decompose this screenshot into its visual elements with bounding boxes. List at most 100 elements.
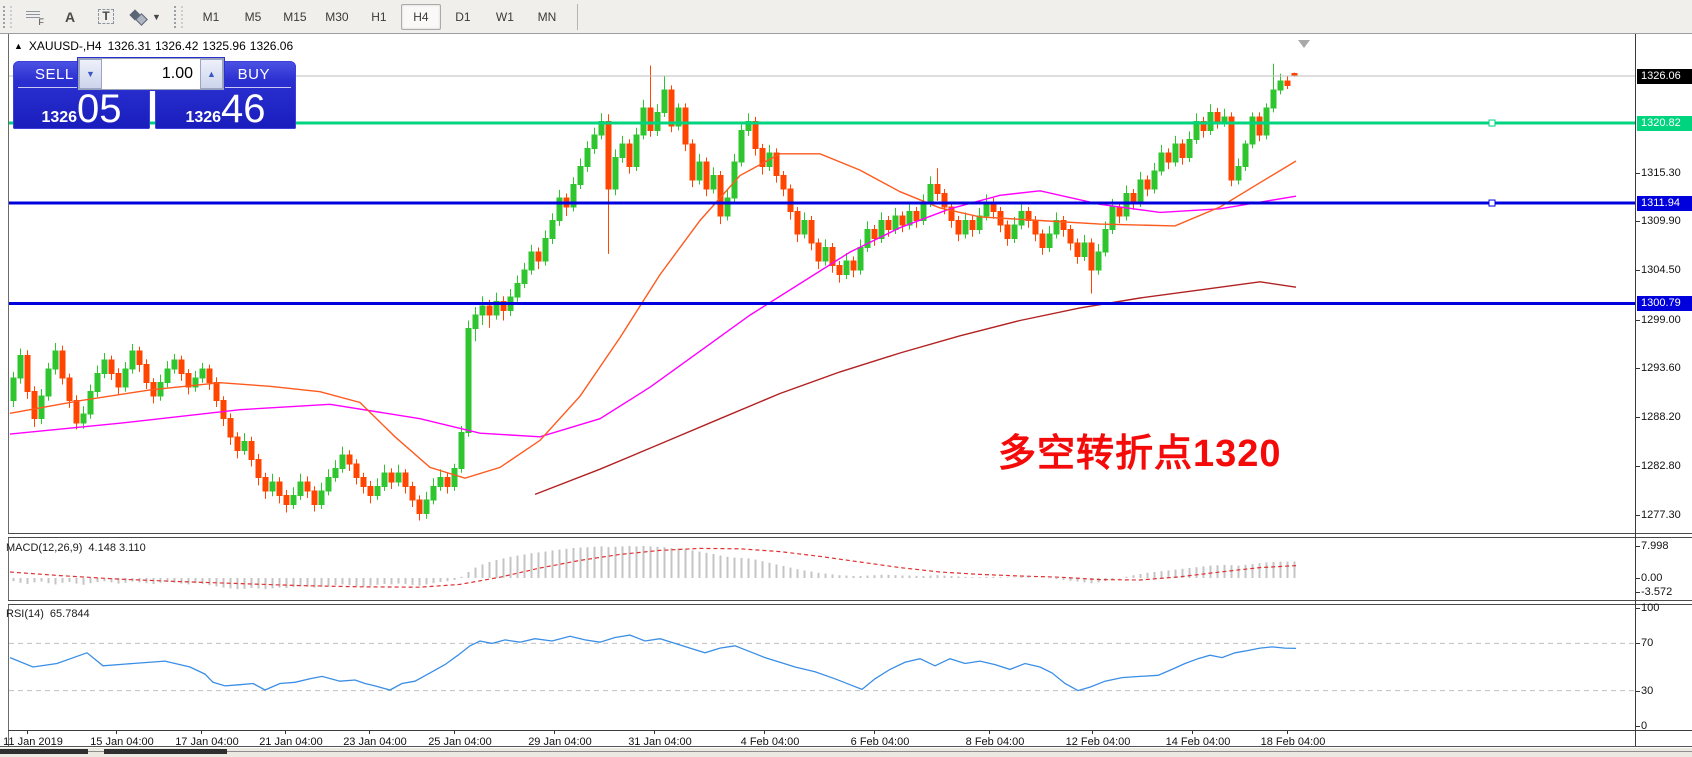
scroll-segment[interactable] <box>0 749 88 754</box>
axis-tick <box>1636 172 1640 174</box>
timeframe-button-h1[interactable]: H1 <box>371 9 387 24</box>
toolbar-separator <box>576 3 578 30</box>
rsi-axis-label: 0 <box>1641 720 1648 732</box>
text-label-icon: T <box>98 9 114 24</box>
panel-separator[interactable] <box>8 600 1692 605</box>
time-axis-tick <box>764 731 765 734</box>
toolbar-section-handle[interactable] <box>173 5 183 28</box>
axis-tick <box>1636 643 1640 645</box>
time-axis-tick <box>654 731 655 734</box>
time-axis-label: 6 Feb 04:00 <box>850 736 910 748</box>
time-axis-label: 31 Jan 04:00 <box>628 736 692 748</box>
time-axis-label: 4 Feb 04:00 <box>740 736 800 748</box>
font-tool-button[interactable]: A <box>52 4 88 30</box>
buy-price-big-figure: 1326 <box>185 109 222 126</box>
time-axis-tick <box>874 731 875 734</box>
timeframe-button-h4[interactable]: H4 <box>400 3 441 30</box>
chart-left-border <box>8 34 9 746</box>
axis-tick <box>1636 578 1640 579</box>
timeframe-button-m30[interactable]: M30 <box>325 9 349 24</box>
time-axis-tick <box>454 731 455 734</box>
chart-shift-marker-icon[interactable] <box>1298 40 1310 48</box>
price-axis-label: 1293.60 <box>1641 362 1681 375</box>
toolbar: F A T ▼ M1 M5 M15 M30 H1 H4 D1 W1 MN <box>0 0 1692 34</box>
volume-spinner: ▼ 1.00 ▲ <box>78 58 224 90</box>
axis-tick <box>1636 319 1640 321</box>
axis-tick <box>1636 270 1640 272</box>
price-axis-label: 1282.80 <box>1641 459 1681 472</box>
time-axis-label: 29 Jan 04:00 <box>528 736 592 748</box>
panel-separator[interactable] <box>8 533 1692 538</box>
time-axis-line <box>8 730 1692 731</box>
time-axis-label: 25 Jan 04:00 <box>428 736 492 748</box>
scroll-segment[interactable] <box>104 749 227 754</box>
symbol-marker-icon: ▲ <box>14 41 23 51</box>
time-axis-tick <box>1192 731 1193 734</box>
time-axis-tick <box>1287 731 1288 734</box>
text-tool-button[interactable]: T <box>88 4 124 30</box>
price-axis-label: 1299.00 <box>1641 313 1681 326</box>
main-chart[interactable] <box>9 35 1635 533</box>
macd-panel[interactable] <box>9 538 1635 600</box>
buy-price: 1326 46 <box>155 89 296 129</box>
timeframe-bar: M1 M5 M15 M30 H1 H4 D1 W1 MN <box>191 3 567 30</box>
axis-tick <box>1636 368 1640 370</box>
timeframe-button-mn[interactable]: MN <box>537 9 557 24</box>
rsi-name: RSI(14) <box>6 608 44 620</box>
hline-price-tag: 1320.82 <box>1637 116 1692 132</box>
time-axis-label: 21 Jan 04:00 <box>259 736 323 748</box>
price-axis-label: 1304.50 <box>1641 264 1681 277</box>
chart-title: ▲ XAUUSD-,H4 1326.31 1326.42 1325.96 132… <box>14 39 293 53</box>
chart-window: ▲ XAUUSD-,H4 1326.31 1326.42 1325.96 132… <box>0 34 1692 757</box>
time-axis-label: 14 Feb 04:00 <box>1165 736 1231 748</box>
indicator-grid-icon: F <box>26 10 44 27</box>
timeframe-button-w1[interactable]: W1 <box>495 9 514 24</box>
timeframe-button-d1[interactable]: D1 <box>455 9 471 24</box>
timeframe-button-m1[interactable]: M1 <box>202 9 220 24</box>
macd-name: MACD(12,26,9) <box>6 542 83 554</box>
ohlc-low: 1325.96 <box>202 39 246 53</box>
time-axis-label: 17 Jan 04:00 <box>175 736 239 748</box>
time-axis-tick <box>554 731 555 734</box>
time-axis-tick <box>116 731 117 734</box>
time-axis-label: 18 Feb 04:00 <box>1260 736 1326 748</box>
indicators-button[interactable]: F <box>16 4 52 30</box>
time-axis-label: 23 Jan 04:00 <box>343 736 407 748</box>
shapes-icon <box>129 8 149 26</box>
macd-label: MACD(12,26,9) 4.148 3.110 <box>6 542 146 554</box>
volume-increase-button[interactable]: ▲ <box>200 59 223 89</box>
axis-tick <box>1636 546 1640 547</box>
rsi-value: 65.7844 <box>49 608 90 620</box>
buy-button[interactable]: BUY <box>237 65 270 83</box>
price-axis-label: 1277.30 <box>1641 509 1681 522</box>
buy-price-pips: 46 <box>221 87 266 131</box>
chart-annotation-text[interactable]: 多空转折点1320 <box>998 433 1282 475</box>
price-axis-label: 1315.30 <box>1641 166 1681 179</box>
rsi-panel[interactable] <box>9 604 1635 730</box>
hline-price-tag: 1311.94 <box>1637 196 1692 212</box>
axis-tick <box>1636 726 1640 727</box>
rsi-axis-label: 30 <box>1641 684 1654 697</box>
toolbar-drag-handle[interactable] <box>3 5 12 28</box>
chevron-down-icon: ▼ <box>152 11 161 22</box>
timeframe-button-m15[interactable]: M15 <box>283 9 307 24</box>
volume-decrease-button[interactable]: ▼ <box>79 59 102 89</box>
shapes-tool-button[interactable]: ▼ <box>124 4 166 30</box>
timeframe-button-m5[interactable]: M5 <box>244 9 262 24</box>
macd-axis-label: -3.572 <box>1641 586 1673 599</box>
axis-tick <box>1636 592 1640 594</box>
bottom-strip <box>0 748 1692 757</box>
price-axis-label: 1288.20 <box>1641 410 1681 423</box>
axis-tick <box>1636 416 1640 418</box>
volume-input[interactable]: 1.00 <box>102 59 200 89</box>
time-axis-tick <box>27 731 28 734</box>
axis-tick <box>1636 465 1640 467</box>
sell-price-pips: 05 <box>77 87 122 131</box>
font-a-icon: A <box>64 8 76 25</box>
time-axis-tick <box>285 731 286 734</box>
sell-price: 1326 05 <box>13 89 150 129</box>
price-axis-label: 1309.90 <box>1641 215 1681 228</box>
sell-button[interactable]: SELL <box>35 65 74 83</box>
one-click-trading-panel: SELL 1326 05 BUY 1326 46 ▼ 1.00 ▲ <box>13 58 296 129</box>
